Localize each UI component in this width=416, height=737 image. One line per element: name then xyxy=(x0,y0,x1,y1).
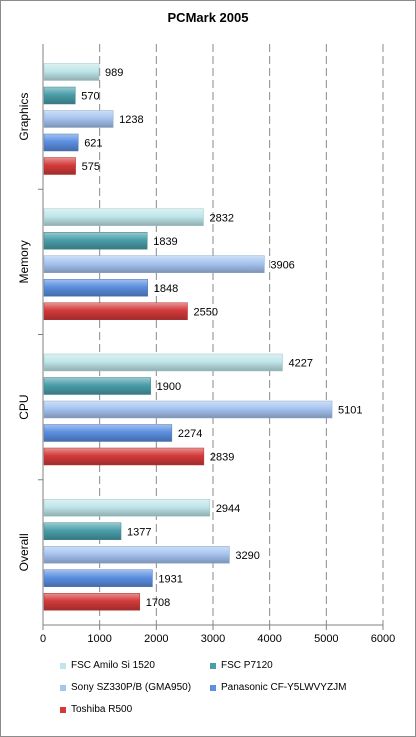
legend-swatch xyxy=(210,684,216,691)
bar xyxy=(43,593,141,611)
legend-swatch xyxy=(60,662,66,669)
bar xyxy=(43,400,333,419)
x-tick-label: 2000 xyxy=(144,633,168,645)
legend-swatch xyxy=(210,662,216,669)
bar xyxy=(43,157,76,175)
bar xyxy=(43,208,204,226)
chart-title: PCMark 2005 xyxy=(167,10,249,25)
x-tick-label: 1000 xyxy=(87,633,111,645)
data-label: 570 xyxy=(81,91,99,103)
bar xyxy=(43,546,230,564)
category-label: Graphics xyxy=(17,93,31,141)
legend-item: FSC P7120 xyxy=(210,660,273,671)
legend-item: Toshiba R500 xyxy=(60,704,132,715)
category-label: Memory xyxy=(17,240,31,283)
data-label: 1708 xyxy=(146,597,170,609)
bar xyxy=(43,133,79,152)
legend-item: FSC Amilo Si 1520 xyxy=(60,660,155,671)
bar xyxy=(43,232,148,250)
legend-label: Sony SZ330P/B (GMA950) xyxy=(71,682,192,693)
bar xyxy=(43,255,265,273)
legend-label: FSC P7120 xyxy=(221,660,273,671)
bar-chart: 0 1000 2000 3000 4000 5000 6000 Graphics 989 570 1… xyxy=(17,44,395,645)
x-tick-label: 0 xyxy=(40,633,46,645)
bar xyxy=(43,63,100,81)
bar xyxy=(43,353,283,372)
data-label: 4227 xyxy=(289,358,313,370)
data-label: 1377 xyxy=(127,526,151,538)
data-label: 1900 xyxy=(157,381,181,393)
data-label: 3290 xyxy=(235,550,259,562)
bar xyxy=(43,86,76,105)
category-label: Overall xyxy=(17,533,31,571)
x-tick-label: 4000 xyxy=(257,633,281,645)
data-label: 2839 xyxy=(210,452,234,464)
legend-swatch xyxy=(60,706,66,713)
data-label: 621 xyxy=(84,138,102,150)
data-label: 2274 xyxy=(178,428,202,440)
data-label: 989 xyxy=(105,67,123,79)
bar xyxy=(43,499,211,517)
legend-label: Panasonic CF-Y5LWVYZJM xyxy=(221,682,347,693)
data-label: 1931 xyxy=(158,573,182,585)
data-label: 1848 xyxy=(154,283,178,295)
bar xyxy=(43,569,153,587)
bar xyxy=(43,424,173,442)
bar xyxy=(43,447,205,466)
data-label: 2550 xyxy=(194,306,218,318)
bar xyxy=(43,110,114,128)
chart-legend: FSC Amilo Si 1520 FSC P7120 Sony SZ330P/B … xyxy=(60,660,400,730)
data-label: 1238 xyxy=(119,114,143,126)
legend-swatch xyxy=(60,684,66,691)
x-tick-label: 6000 xyxy=(371,633,395,645)
legend-label: FSC Amilo Si 1520 xyxy=(71,660,155,671)
data-label: 1839 xyxy=(153,236,177,248)
data-label: 2944 xyxy=(216,503,240,515)
data-label: 3906 xyxy=(270,259,294,271)
bar xyxy=(43,522,122,540)
bar xyxy=(43,377,151,395)
bar xyxy=(43,302,188,320)
x-tick-label: 3000 xyxy=(201,633,225,645)
category-label: CPU xyxy=(17,394,31,419)
data-label: 575 xyxy=(82,161,100,173)
bar xyxy=(43,279,148,297)
data-label: 2832 xyxy=(209,212,233,224)
data-label: 5101 xyxy=(338,405,362,417)
legend-item: Panasonic CF-Y5LWVYZJM xyxy=(210,682,346,693)
legend-label: Toshiba R500 xyxy=(71,704,133,715)
legend-item: Sony SZ330P/B (GMA950) xyxy=(60,682,191,693)
x-tick-label: 5000 xyxy=(314,633,338,645)
